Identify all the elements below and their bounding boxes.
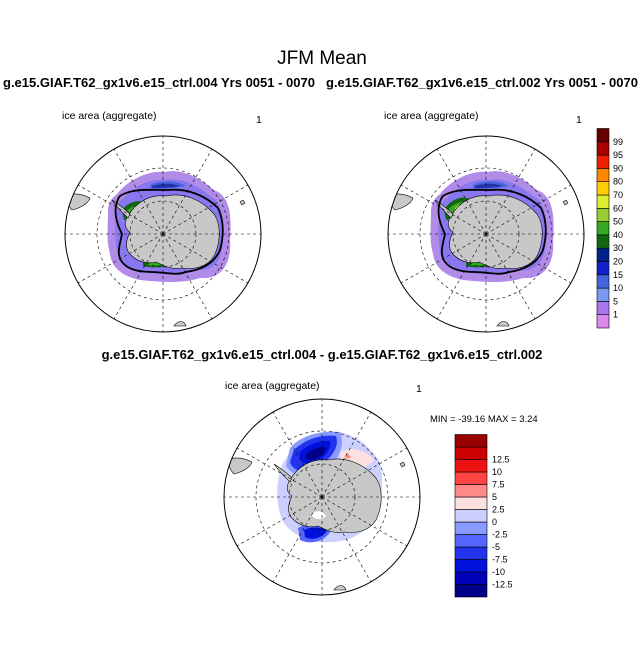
case-colorbar-tick-label: 10 <box>613 283 623 293</box>
diff-colorbar-tick-label: 0 <box>492 517 497 527</box>
diff-colorbar-swatch <box>454 484 488 498</box>
map-border <box>64 135 262 333</box>
antarctica-land <box>124 194 220 269</box>
case-colorbar-tick-label: 15 <box>613 270 623 280</box>
case2-unit-label: 1 <box>576 114 582 126</box>
case1-variable-label: ice area (aggregate) <box>62 110 157 122</box>
case-colorbar-tick-label: 30 <box>613 243 623 253</box>
case-colorbar-tick-label: 40 <box>613 230 623 240</box>
diff-title: g.e15.GIAF.T62_gx1v6.e15_ctrl.004 - g.e1… <box>101 347 543 362</box>
diff-colorbar-swatch <box>454 446 488 460</box>
diff-colorbar-tick-label: 7.5 <box>492 480 505 490</box>
observed-ice-edge <box>114 188 224 275</box>
case-colorbar-tick-label: 1 <box>613 310 618 320</box>
diff-colorbar-swatch <box>454 534 488 548</box>
diff-colorbar-swatch <box>454 496 488 510</box>
case2-title: g.e15.GIAF.T62_gx1v6.e15_ctrl.002 Yrs 00… <box>326 75 638 90</box>
diff-colorbar-tick-label: -12.5 <box>492 580 513 590</box>
diff-unit-label: 1 <box>416 383 422 395</box>
diff-minmax-label: MIN = -39.16 MAX = 3.24 <box>430 414 538 425</box>
diff-colorbar-tick-label: 2.5 <box>492 505 505 515</box>
diff-colorbar-swatch <box>454 434 488 448</box>
case1-title: g.e15.GIAF.T62_gx1v6.e15_ctrl.004 Yrs 00… <box>3 75 315 90</box>
diff-colorbar-swatch <box>454 584 488 598</box>
case-colorbar-tick-label: 95 <box>613 150 623 160</box>
diff-colorbar-tick-label: -10 <box>492 567 505 577</box>
diff-colorbar-swatch <box>454 521 488 535</box>
diff-variable-label: ice area (aggregate) <box>225 380 320 392</box>
case-colorbar-tick-label: 50 <box>613 217 623 227</box>
case-colorbar-tick-label: 5 <box>613 296 618 306</box>
meridians <box>65 136 261 332</box>
diff-colorbar-swatch <box>454 571 488 585</box>
diff-colorbar-swatch <box>454 559 488 573</box>
main-title: JFM Mean <box>277 48 367 69</box>
diff-colorbar-swatch <box>454 546 488 560</box>
case-colorbar-swatch <box>596 128 610 143</box>
diff-colorbar-tick-label: -7.5 <box>492 555 508 565</box>
case-colorbar-tick-label: 20 <box>613 257 623 267</box>
case-colorbar-tick-label: 90 <box>613 163 623 173</box>
case-colorbar-tick-label: 80 <box>613 177 623 187</box>
diff-colorbar-swatch <box>454 471 488 485</box>
case-colorbar-tick-label: 70 <box>613 190 623 200</box>
diff-colorbar-tick-label: -5 <box>492 542 500 552</box>
case-colorbar-tick-label: 99 <box>613 137 623 147</box>
case-colorbar-tick-label: 60 <box>613 203 623 213</box>
diff-colorbar-tick-label: 5 <box>492 492 497 502</box>
diff-colorbar-tick-label: 10 <box>492 467 502 477</box>
diff-colorbar-tick-label: 12.5 <box>492 455 510 465</box>
observed-ice-edge <box>437 188 547 275</box>
case2-variable-label: ice area (aggregate) <box>384 110 479 122</box>
diff-colorbar-swatch <box>454 509 488 523</box>
diff-colorbar-tick-label: -2.5 <box>492 530 508 540</box>
case1-unit-label: 1 <box>256 114 262 126</box>
diff-colorbar-swatch <box>454 459 488 473</box>
